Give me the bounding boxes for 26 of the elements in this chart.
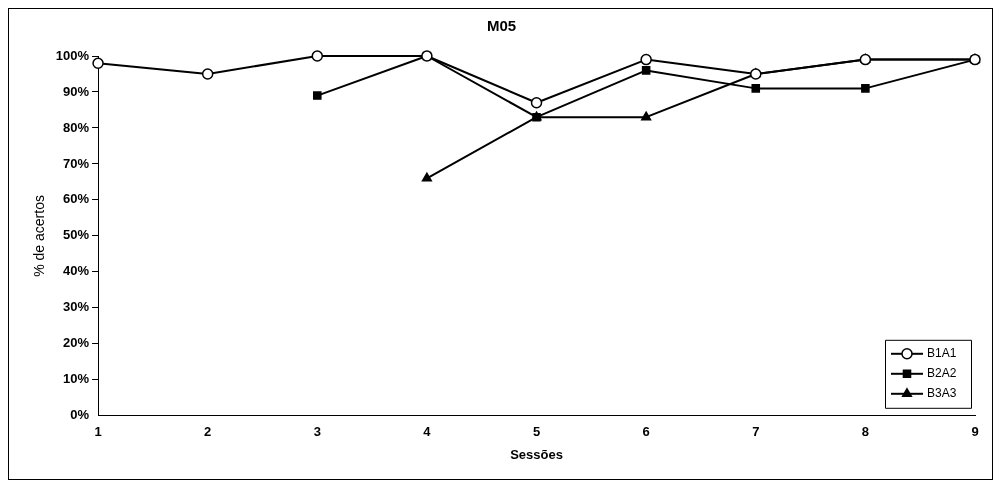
legend-label: B1A1 <box>927 346 957 361</box>
legend-label: B3A3 <box>927 386 957 401</box>
x-axis-title: Sessões <box>510 446 563 462</box>
y-tick-label: 70% <box>63 155 90 171</box>
legend-label: B2A2 <box>927 366 957 381</box>
x-tick-label: 8 <box>861 424 869 440</box>
chart-title: M05 <box>486 17 517 35</box>
x-tick-label: 5 <box>532 424 541 440</box>
y-tick-label: 80% <box>63 119 90 135</box>
y-tick-label: 0% <box>70 407 90 423</box>
y-tick-label: 30% <box>63 299 90 315</box>
x-tick-label: 1 <box>94 424 102 440</box>
x-tick-label: 3 <box>313 424 321 440</box>
y-tick-label: 50% <box>63 227 90 243</box>
y-tick-label: 60% <box>63 191 90 207</box>
x-tick-label: 6 <box>642 424 650 440</box>
x-tick-label: 7 <box>752 424 760 440</box>
y-tick-label: 90% <box>63 83 90 99</box>
x-tick-label: 4 <box>423 424 432 440</box>
y-tick-label: 100% <box>55 47 90 63</box>
y-tick-label: 20% <box>63 335 90 351</box>
x-tick-label: 9 <box>971 424 979 440</box>
x-tick-label: 2 <box>204 424 212 440</box>
y-tick-label: 40% <box>63 263 90 279</box>
y-axis-title: % de acertos <box>31 195 48 277</box>
y-tick-label: 10% <box>63 371 90 387</box>
